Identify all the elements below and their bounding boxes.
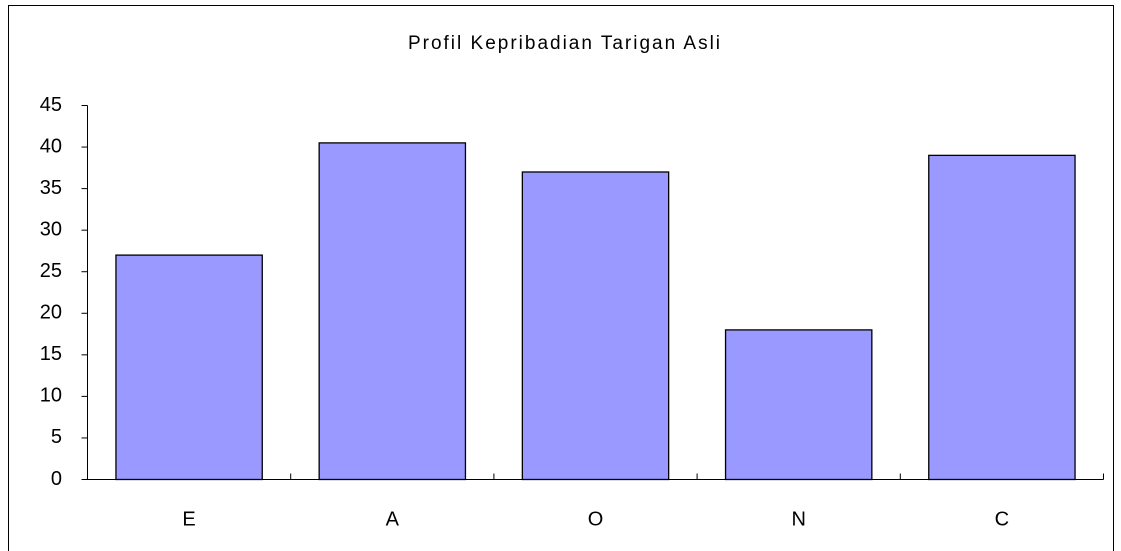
x-tick-label: E: [182, 508, 195, 530]
y-tick-label: 0: [51, 468, 62, 490]
bar: [115, 254, 263, 481]
y-tick-label: 25: [40, 260, 62, 282]
bar: [724, 329, 873, 481]
x-tick-label: N: [791, 508, 805, 530]
bar: [318, 142, 467, 481]
x-tick-label: C: [995, 508, 1009, 530]
y-tick-label: 45: [40, 94, 62, 116]
y-tick-label: 40: [40, 135, 62, 157]
y-tick-label: 35: [40, 177, 62, 199]
chart-title: Profil Kepribadian Tarigan Asli: [408, 33, 722, 54]
x-tick-label: O: [588, 508, 604, 530]
bar: [928, 154, 1076, 481]
y-tick-label: 10: [40, 385, 62, 407]
y-tick-label: 5: [51, 426, 62, 448]
x-tick-label: A: [386, 508, 400, 530]
y-tick-label: 20: [40, 302, 62, 324]
bar: [521, 171, 670, 481]
chart-border: [8, 5, 1114, 551]
y-tick-label: 30: [40, 218, 62, 240]
y-tick-label: 15: [40, 343, 62, 365]
